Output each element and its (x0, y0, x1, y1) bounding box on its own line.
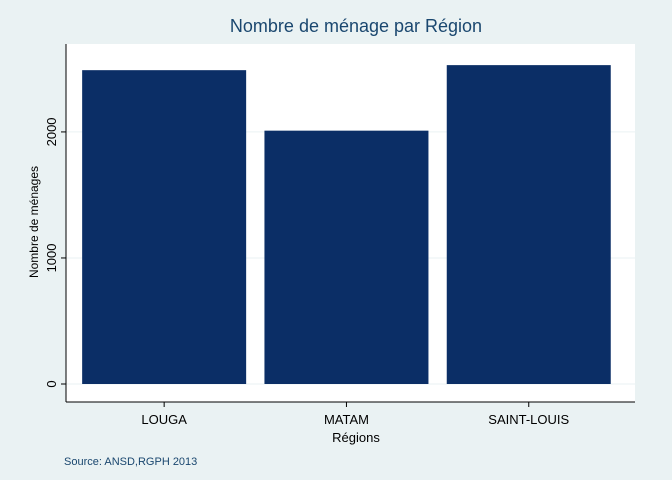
y-axis-label: Nombre de ménages (27, 166, 41, 278)
y-tick-label: 2000 (44, 117, 59, 146)
chart-title: Nombre de ménage par Région (230, 16, 482, 36)
bars (82, 65, 611, 385)
y-tick-label: 0 (44, 380, 59, 387)
bar-saint-louis (446, 65, 611, 385)
source-note: Source: ANSD,RGPH 2013 (64, 456, 197, 468)
y-tick-label: 1000 (44, 244, 59, 273)
x-axis-ticks: LOUGA MATAM SAINT-LOUIS (141, 402, 570, 427)
x-tick-label: SAINT-LOUIS (488, 412, 569, 427)
x-tick-label: LOUGA (141, 412, 187, 427)
y-axis-ticks: 0 1000 2000 (44, 117, 66, 388)
bar-louga (82, 70, 247, 384)
x-axis-label: Régions (332, 430, 380, 445)
x-tick-label: MATAM (324, 412, 369, 427)
bar-matam (264, 130, 429, 384)
